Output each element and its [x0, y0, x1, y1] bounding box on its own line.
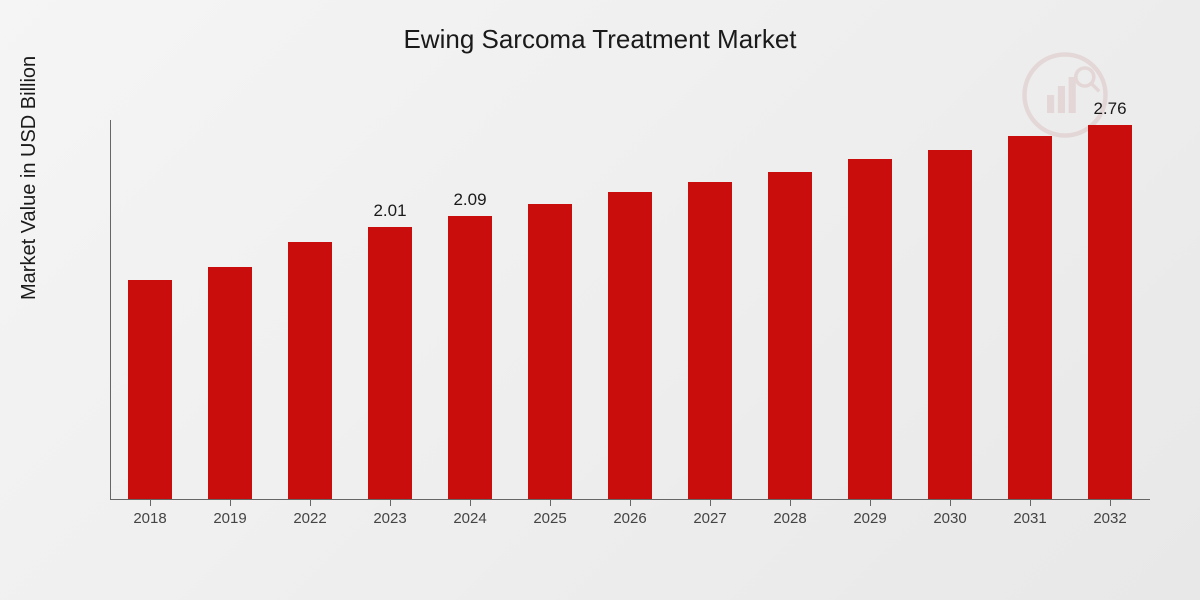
bars-container: 2018201920222.0120232.092024202520262027…: [110, 120, 1150, 500]
x-tick-label: 2031: [1013, 510, 1046, 527]
bar-2031: [1008, 136, 1052, 500]
x-tick-label: 2025: [533, 510, 566, 527]
x-tick-label: 2019: [213, 510, 246, 527]
bar-2029: [848, 159, 892, 500]
bar-rect: [128, 280, 172, 500]
bar-2019: [208, 267, 252, 500]
bar-2032: 2.76: [1088, 125, 1132, 500]
x-tick: [630, 500, 631, 506]
x-tick-label: 2022: [293, 510, 326, 527]
bar-rect: [608, 192, 652, 500]
y-axis-label: Market Value in USD Billion: [18, 56, 41, 300]
x-tick: [870, 500, 871, 506]
bar-rect: [1008, 136, 1052, 500]
bar-rect: [928, 150, 972, 500]
bar-2026: [608, 192, 652, 500]
x-tick: [710, 500, 711, 506]
bar-2024: 2.09: [448, 216, 492, 500]
x-tick: [470, 500, 471, 506]
x-tick-label: 2018: [133, 510, 166, 527]
x-tick: [1030, 500, 1031, 506]
x-tick: [1110, 500, 1111, 506]
bar-value-label: 2.01: [368, 201, 412, 221]
x-tick: [390, 500, 391, 506]
x-tick-label: 2028: [773, 510, 806, 527]
x-tick-label: 2027: [693, 510, 726, 527]
bar-value-label: 2.76: [1088, 99, 1132, 119]
x-tick: [950, 500, 951, 506]
chart-plot-area: 2018201920222.0120232.092024202520262027…: [110, 120, 1150, 500]
bar-2030: [928, 150, 972, 500]
x-tick: [310, 500, 311, 506]
bar-2025: [528, 204, 572, 500]
bar-rect: [688, 182, 732, 500]
x-tick: [790, 500, 791, 506]
x-axis-line: [110, 499, 1150, 500]
bar-2023: 2.01: [368, 227, 412, 500]
bar-rect: [368, 227, 412, 500]
bar-2028: [768, 172, 812, 500]
x-tick-label: 2023: [373, 510, 406, 527]
x-tick-label: 2030: [933, 510, 966, 527]
bar-rect: [848, 159, 892, 500]
x-tick-label: 2029: [853, 510, 886, 527]
bar-rect: [1088, 125, 1132, 500]
x-tick: [230, 500, 231, 506]
bar-value-label: 2.09: [448, 190, 492, 210]
bar-rect: [448, 216, 492, 500]
bar-rect: [768, 172, 812, 500]
bar-2018: [128, 280, 172, 500]
chart-title: Ewing Sarcoma Treatment Market: [0, 0, 1200, 55]
bar-rect: [288, 242, 332, 500]
x-tick-label: 2026: [613, 510, 646, 527]
bar-rect: [208, 267, 252, 500]
x-tick-label: 2032: [1093, 510, 1126, 527]
bar-2022: [288, 242, 332, 500]
bar-rect: [528, 204, 572, 500]
bar-2027: [688, 182, 732, 500]
x-tick: [550, 500, 551, 506]
x-tick: [150, 500, 151, 506]
x-tick-label: 2024: [453, 510, 486, 527]
